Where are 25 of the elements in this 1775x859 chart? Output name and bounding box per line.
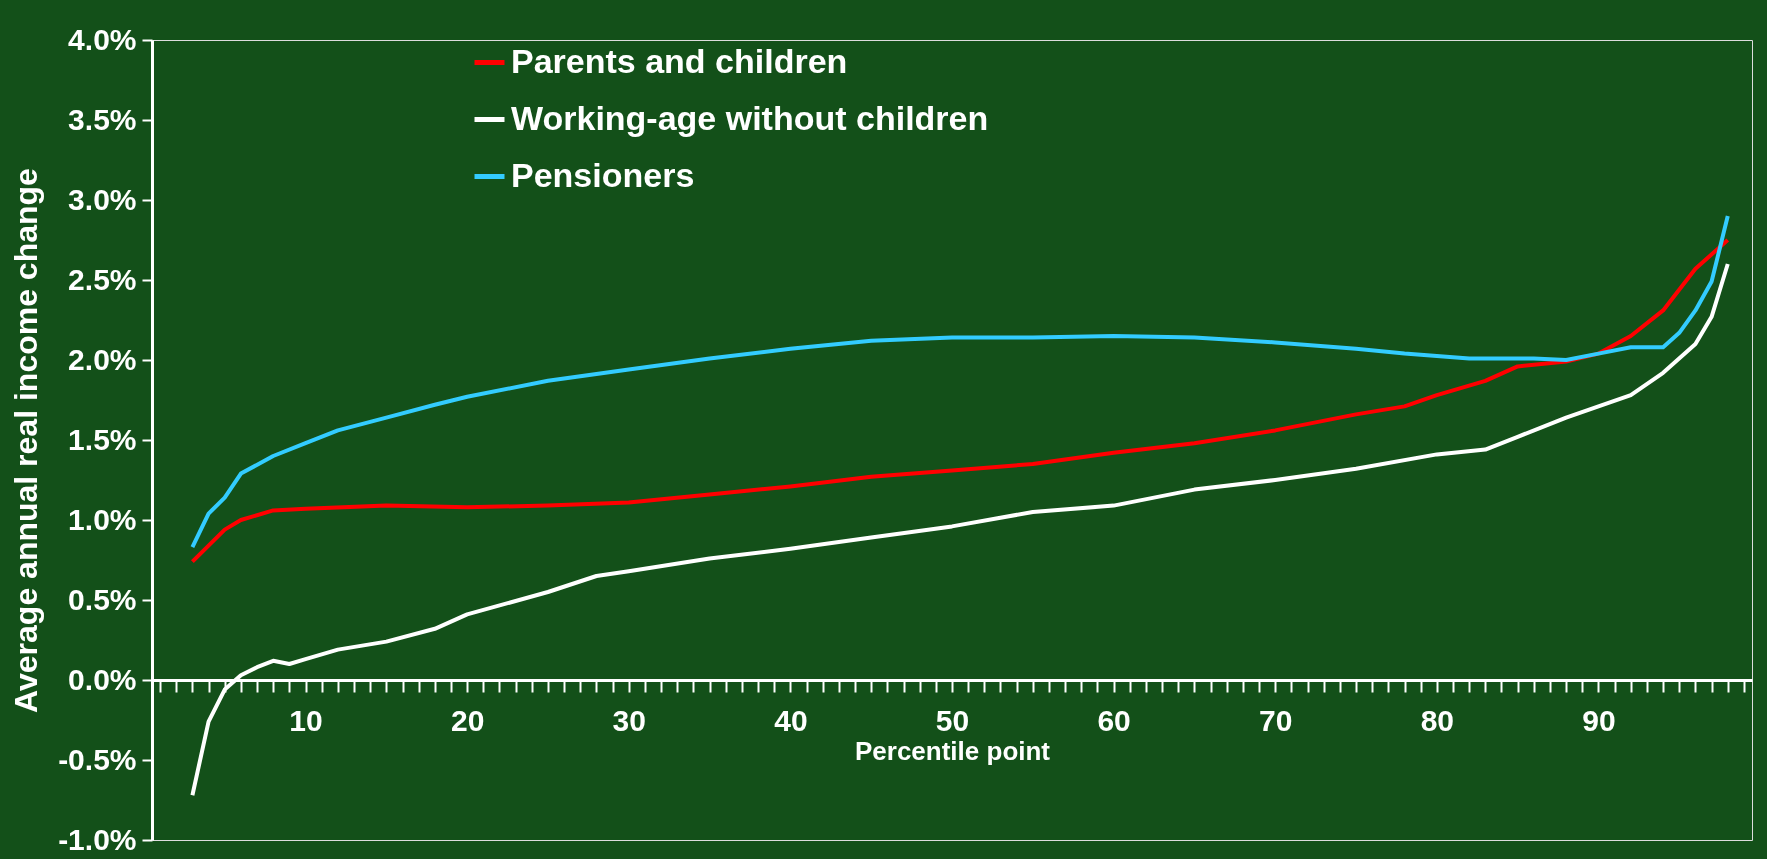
y-tick-label: -0.5% [58, 742, 137, 776]
y-tick-label: 4.0% [68, 22, 137, 56]
x-tick-label: 40 [774, 703, 808, 737]
x-tick-label: 10 [289, 703, 323, 737]
x-tick-label: 60 [1097, 703, 1131, 737]
legend-label: Working-age without children [511, 98, 989, 137]
y-tick-label: 3.5% [68, 102, 137, 136]
x-tick-label: 80 [1420, 703, 1455, 737]
x-tick-label: 50 [935, 703, 970, 737]
x-tick-label: 90 [1582, 703, 1616, 737]
y-tick-label: 2.5% [68, 262, 137, 296]
y-tick-label: 1.5% [68, 422, 137, 456]
y-tick-label: 1.0% [68, 502, 137, 536]
y-tick-label: 0.0% [68, 662, 137, 696]
legend-label: Pensioners [511, 155, 695, 194]
x-tick-label: 30 [612, 703, 646, 737]
x-tick-label: 20 [450, 703, 485, 737]
x-tick-label: 70 [1259, 703, 1293, 737]
y-tick-label: 0.5% [68, 582, 137, 616]
y-tick-label: 3.0% [68, 182, 137, 216]
x-axis-title: Percentile point [854, 735, 1051, 766]
y-tick-label: 2.0% [68, 342, 137, 376]
y-tick-label: -1.0% [58, 822, 137, 856]
legend-label: Parents and children [511, 41, 848, 80]
y-axis-title: Average annual real income change [8, 168, 45, 713]
